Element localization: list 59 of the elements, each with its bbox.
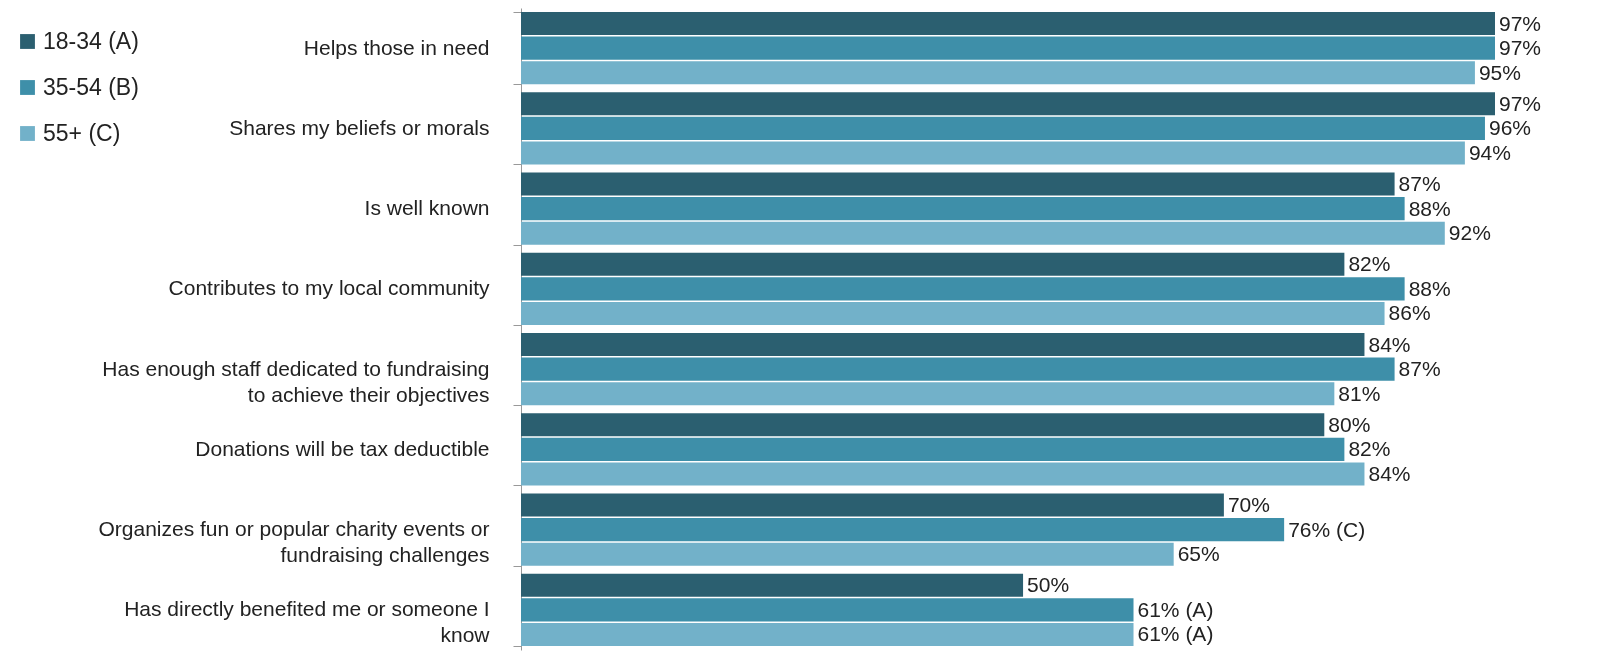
data-label: 80% <box>1328 412 1371 436</box>
y-tick-label: Has enough staff dedicated to fundraising to achieve their objectives <box>102 356 490 406</box>
data-label: 86% <box>1388 301 1431 325</box>
y-tick-label: Is well known <box>364 196 490 220</box>
bar <box>521 382 1335 406</box>
bar <box>521 437 1345 461</box>
bar <box>521 598 1134 622</box>
bar <box>521 12 1495 36</box>
bar <box>521 221 1445 245</box>
data-label: 50% <box>1027 573 1070 597</box>
data-label: 88% <box>1408 196 1451 220</box>
y-tick-label: Helps those in need <box>303 35 490 59</box>
bar <box>521 61 1475 85</box>
bar <box>521 357 1395 381</box>
data-label: 97% <box>1499 36 1542 60</box>
data-label: 84% <box>1368 332 1411 356</box>
y-tick-label: Organizes fun or popular charity events or fundraising challenges <box>98 517 490 567</box>
bar <box>521 542 1174 566</box>
bar <box>521 197 1405 221</box>
bar <box>521 518 1285 542</box>
y-tick-label: Donations will be tax deductible <box>195 436 490 460</box>
bar <box>521 573 1024 597</box>
data-label: 82% <box>1348 252 1391 276</box>
data-label: 87% <box>1398 172 1441 196</box>
bar <box>521 462 1365 486</box>
bar <box>521 277 1405 301</box>
data-label: 82% <box>1348 437 1391 461</box>
data-label: 94% <box>1468 140 1511 164</box>
data-label: 61% (A) <box>1137 597 1214 621</box>
bar <box>521 622 1134 646</box>
legend-label: 55+ (C) <box>43 119 121 146</box>
data-label: 97% <box>1499 11 1542 35</box>
data-label: 87% <box>1398 357 1441 381</box>
data-label: 97% <box>1499 91 1542 115</box>
data-label: 84% <box>1368 461 1411 485</box>
bar <box>521 413 1325 437</box>
data-label: 95% <box>1478 60 1521 84</box>
data-label: 76% (C) <box>1288 517 1366 541</box>
data-label: 96% <box>1488 116 1531 140</box>
data-label: 81% <box>1338 381 1381 405</box>
bar <box>521 141 1465 165</box>
bar <box>521 333 1365 357</box>
bar <box>521 252 1345 276</box>
y-tick-label: Has directly benefited me or someone I know <box>124 597 491 647</box>
bar <box>521 92 1495 116</box>
bar <box>521 116 1485 140</box>
bar <box>521 172 1395 196</box>
legend-label: 18-34 (A) <box>43 27 139 54</box>
data-label: 88% <box>1408 276 1451 300</box>
y-tick-label: Contributes to my local community <box>168 276 490 300</box>
bar <box>521 301 1385 325</box>
data-label: 70% <box>1227 493 1270 517</box>
bar <box>521 493 1224 517</box>
data-label: 61% (A) <box>1137 622 1214 646</box>
y-tick-label: Shares my beliefs or morals <box>229 115 490 139</box>
data-label: 65% <box>1177 542 1220 566</box>
bar <box>521 36 1495 60</box>
data-label: 92% <box>1448 221 1491 245</box>
legend-label: 35-54 (B) <box>43 73 139 100</box>
